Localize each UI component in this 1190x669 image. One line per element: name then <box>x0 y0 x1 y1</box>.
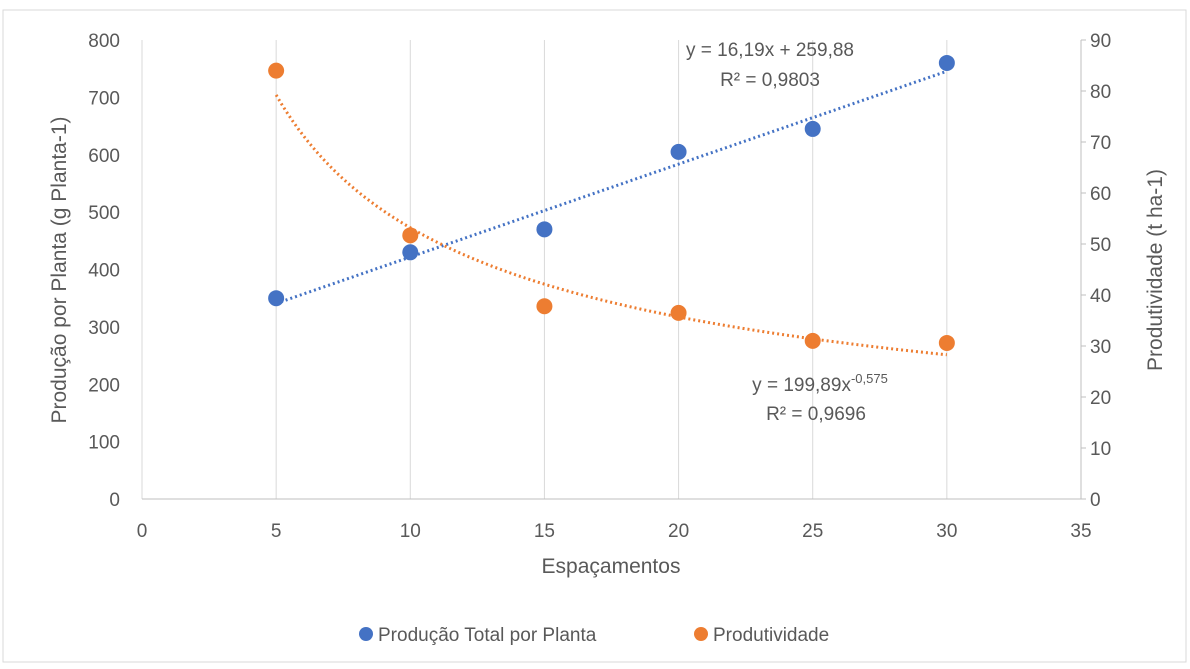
x-tick-label-1: 5 <box>271 521 282 542</box>
x-tick-label-2: 10 <box>400 521 421 542</box>
point-series-1-3 <box>670 143 687 160</box>
y-right-tick-label-1: 10 <box>1090 439 1111 460</box>
power-equation-base: y = 199,89x <box>752 375 851 396</box>
y-right-axis-label: Produtividade (t ha-1) <box>1144 169 1167 371</box>
y-right-tick-label-7: 70 <box>1090 133 1111 154</box>
point-series-1-2 <box>536 221 553 238</box>
y-right-tick-label-5: 50 <box>1090 235 1111 256</box>
axes <box>142 40 1082 500</box>
y-left-axis-label: Produção por Planta (g Planta-1) <box>48 116 71 423</box>
y-left-tick-label-8: 800 <box>88 31 120 52</box>
point-series-2-2 <box>536 298 553 315</box>
point-series-1-4 <box>804 120 821 137</box>
point-series-1-1 <box>402 244 419 261</box>
y-left-tick-label-0: 0 <box>109 490 120 511</box>
x-tick-label-3: 15 <box>534 521 555 542</box>
point-series-2-4 <box>804 332 821 349</box>
point-series-1-0 <box>268 290 285 307</box>
data-points <box>268 54 955 351</box>
y-left-tick-label-6: 600 <box>88 146 120 167</box>
y-left-tick-label-4: 400 <box>88 261 120 282</box>
y-right-tick-label-0: 0 <box>1090 490 1101 511</box>
x-tick-label-4: 20 <box>668 521 689 542</box>
y-left-tick-label-2: 200 <box>88 375 120 396</box>
y-left-tick-label-5: 500 <box>88 203 120 224</box>
y-right-tick-labels: 0 10 20 30 40 50 60 70 80 90 <box>1081 31 1111 511</box>
x-tick-labels: 0 5 10 15 20 25 30 35 <box>137 521 1092 542</box>
power-r2: R² = 0,9696 <box>766 404 866 425</box>
legend-label-series-1: Produção Total por Planta <box>378 625 597 646</box>
legend-item-series-1: Produção Total por Planta <box>359 625 597 646</box>
x-tick-label-0: 0 <box>137 521 148 542</box>
legend-item-series-2: Produtividade <box>694 625 829 646</box>
y-right-tick-label-4: 40 <box>1090 286 1111 307</box>
y-right-tick-label-2: 20 <box>1090 388 1111 409</box>
y-right-tick-label-3: 30 <box>1090 337 1111 358</box>
point-series-1-5 <box>938 54 955 71</box>
y-left-tick-labels: 0 100 200 300 400 500 600 700 800 <box>88 31 120 511</box>
power-equation-exponent: -0,575 <box>851 371 888 386</box>
power-equation: y = 199,89x-0,575 <box>752 371 888 396</box>
y-right-tick-label-9: 90 <box>1090 31 1111 52</box>
legend-marker-series-2 <box>694 627 708 641</box>
x-tick-label-5: 25 <box>802 521 823 542</box>
linear-equation: y = 16,19x + 259,88 <box>686 40 854 61</box>
x-axis-label: Espaçamentos <box>542 555 681 578</box>
linear-r2: R² = 0,9803 <box>720 70 820 91</box>
legend: Produção Total por Planta Produtividade <box>359 625 829 646</box>
chart-border <box>2 9 1187 663</box>
y-left-tick-label-1: 100 <box>88 433 120 454</box>
point-series-2-0 <box>268 62 285 79</box>
point-series-2-5 <box>938 334 955 351</box>
trendline-linear <box>275 69 948 305</box>
grid-lines <box>141 40 948 499</box>
trendline-power <box>274 94 948 357</box>
trendline-label-linear: y = 16,19x + 259,88 R² = 0,9803 <box>686 40 854 91</box>
legend-marker-series-1 <box>359 627 373 641</box>
trendline-label-power: y = 199,89x-0,575 R² = 0,9696 <box>752 371 888 425</box>
x-tick-label-6: 30 <box>936 521 957 542</box>
legend-label-series-2: Produtividade <box>713 625 829 646</box>
point-series-2-1 <box>402 227 419 244</box>
y-right-tick-label-8: 80 <box>1090 82 1111 103</box>
trendlines <box>274 69 948 357</box>
y-left-tick-label-7: 700 <box>88 88 120 109</box>
point-series-2-3 <box>670 304 687 321</box>
y-left-tick-label-3: 300 <box>88 318 120 339</box>
y-right-tick-label-6: 60 <box>1090 184 1111 205</box>
x-tick-label-7: 35 <box>1070 521 1091 542</box>
